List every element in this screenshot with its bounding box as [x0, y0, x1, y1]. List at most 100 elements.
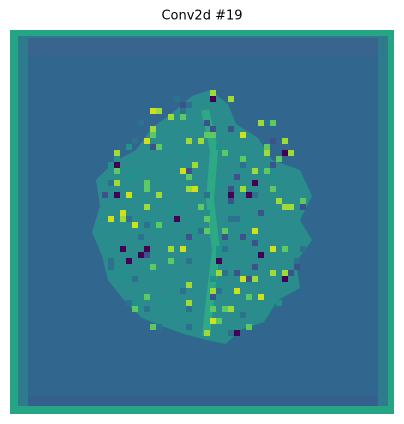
speckle — [114, 180, 120, 186]
title: Conv2d #19 — [161, 9, 242, 24]
speckle — [222, 246, 228, 252]
speckle — [150, 216, 156, 222]
speckle — [240, 156, 246, 162]
speckle — [288, 150, 294, 156]
speckle — [126, 144, 132, 150]
speckle — [228, 216, 234, 222]
speckle — [204, 210, 210, 216]
speckle — [228, 330, 234, 336]
speckle — [246, 276, 252, 282]
speckle — [132, 276, 138, 282]
speckle — [162, 300, 168, 306]
speckle — [126, 216, 132, 222]
speckle — [216, 270, 222, 276]
speckle — [210, 90, 216, 96]
speckle — [186, 234, 192, 240]
speckle — [144, 246, 150, 252]
speckle — [132, 222, 138, 228]
speckle — [186, 102, 192, 108]
speckle — [174, 96, 180, 102]
speckle — [186, 258, 192, 264]
speckle — [282, 204, 288, 210]
speckle — [120, 270, 126, 276]
speckle — [258, 120, 264, 126]
speckle — [156, 192, 162, 198]
speckle — [210, 306, 216, 312]
speckle — [222, 150, 228, 156]
speckle — [264, 120, 270, 126]
speckle — [144, 222, 150, 228]
speckle — [216, 246, 222, 252]
speckle — [114, 192, 120, 198]
speckle — [270, 270, 276, 276]
speckle — [180, 168, 186, 174]
speckle — [240, 162, 246, 168]
speckle — [132, 306, 138, 312]
speckle — [144, 204, 150, 210]
speckle — [108, 216, 114, 222]
speckle — [228, 186, 234, 192]
speckle — [150, 108, 156, 114]
speckle — [198, 204, 204, 210]
feature-map — [10, 30, 394, 414]
speckle — [186, 306, 192, 312]
speckle — [132, 174, 138, 180]
speckle — [108, 258, 114, 264]
speckle — [228, 306, 234, 312]
speckle — [234, 330, 240, 336]
speckle — [222, 306, 228, 312]
speckle — [174, 204, 180, 210]
speckle — [102, 192, 108, 198]
speckle — [228, 204, 234, 210]
speckle — [252, 240, 258, 246]
speckle — [222, 228, 228, 234]
speckle — [282, 246, 288, 252]
speckle — [180, 108, 186, 114]
leaf-vein — [201, 109, 221, 337]
speckle — [246, 192, 252, 198]
speckle — [198, 138, 204, 144]
speckle — [300, 246, 306, 252]
speckle — [210, 132, 216, 138]
speckle — [216, 144, 222, 150]
speckle — [120, 210, 126, 216]
speckle — [228, 192, 234, 198]
speckle — [150, 264, 156, 270]
speckle — [264, 144, 270, 150]
speckle — [108, 180, 114, 186]
speckle — [120, 246, 126, 252]
speckle — [216, 252, 222, 258]
speckle — [156, 108, 162, 114]
speckle — [192, 162, 198, 168]
speckle — [240, 276, 246, 282]
speckle — [186, 168, 192, 174]
speckle — [132, 138, 138, 144]
speckle — [216, 258, 222, 264]
speckle — [252, 192, 258, 198]
speckle — [210, 276, 216, 282]
speckle — [156, 144, 162, 150]
speckle — [168, 210, 174, 216]
speckle — [270, 186, 276, 192]
speckle — [228, 198, 234, 204]
speckle — [258, 252, 264, 258]
speckle — [282, 270, 288, 276]
speckle — [282, 138, 288, 144]
speckle — [270, 174, 276, 180]
speckle — [180, 114, 186, 120]
speckle — [294, 264, 300, 270]
speckle — [252, 276, 258, 282]
speckle — [126, 300, 132, 306]
speckle — [108, 162, 114, 168]
speckle — [174, 216, 180, 222]
speckle — [144, 138, 150, 144]
speckle — [114, 150, 120, 156]
speckle — [180, 150, 186, 156]
speckle — [246, 216, 252, 222]
speckle — [252, 168, 258, 174]
speckle — [144, 306, 150, 312]
speckle — [240, 234, 246, 240]
speckle — [240, 186, 246, 192]
speckle — [258, 210, 264, 216]
